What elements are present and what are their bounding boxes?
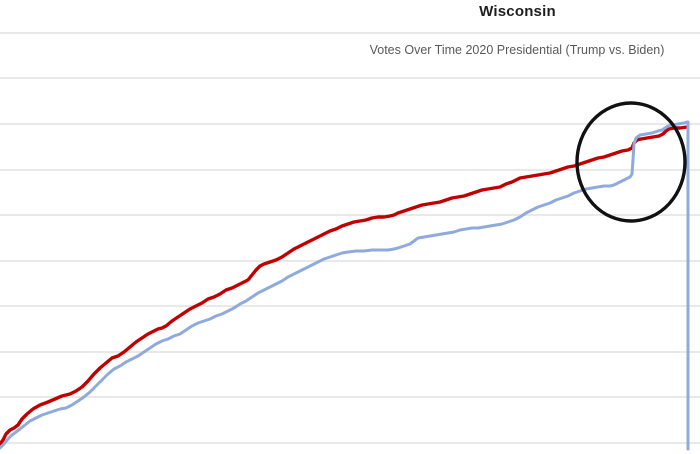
chart-title: Wisconsin — [479, 3, 556, 20]
highlight-circle-annotation — [575, 101, 687, 223]
gridlines-group — [0, 32, 700, 444]
annotation-group — [575, 101, 687, 223]
chart-subtitle: Votes Over Time 2020 Presidential (Trump… — [369, 43, 665, 57]
biden-vote-line — [0, 120, 690, 451]
series-group — [0, 120, 690, 451]
trump-vote-line — [0, 125, 689, 446]
